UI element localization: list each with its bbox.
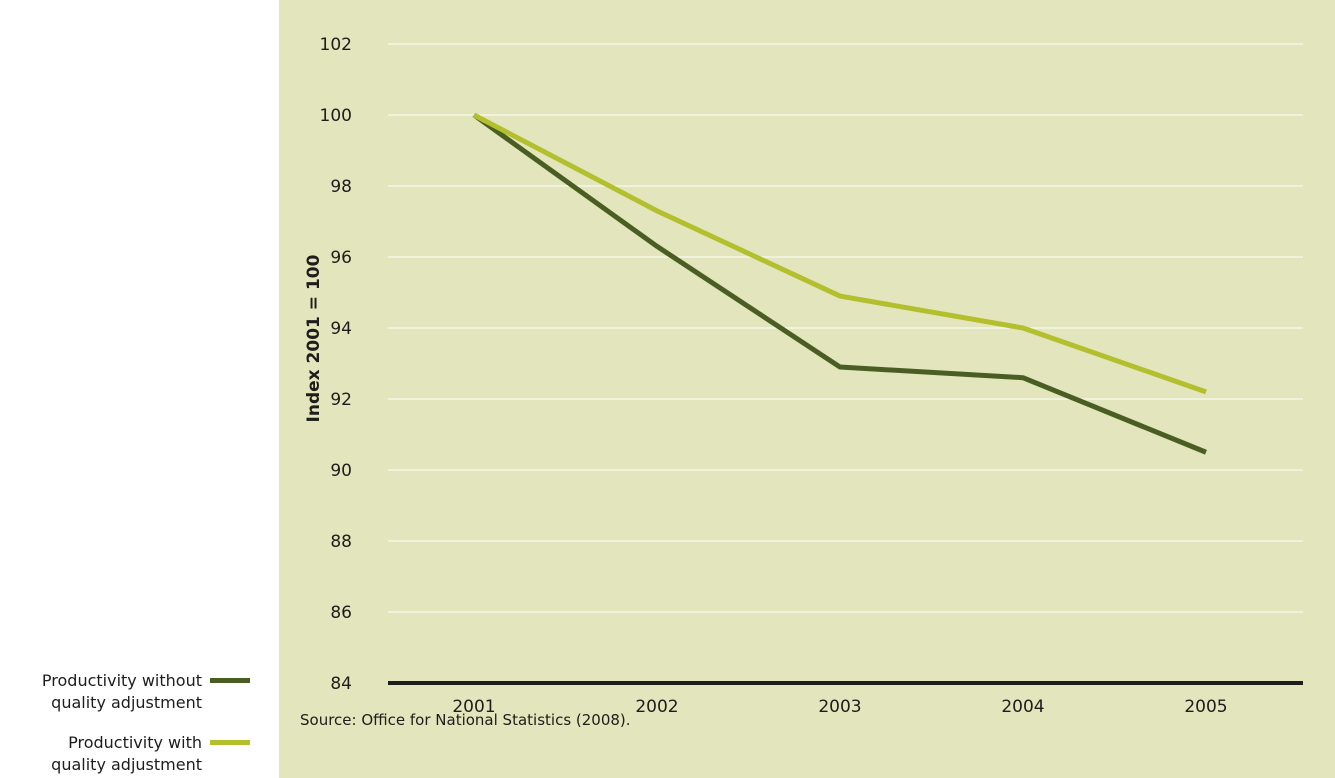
legend-label-line1: Productivity with (68, 733, 202, 752)
legend-item-without: Productivity without quality adjustment (42, 670, 250, 714)
legend-label: Productivity without quality adjustment (42, 670, 202, 714)
x-tick-label: 2004 (1001, 697, 1044, 717)
y-tick-label: 96 (330, 248, 352, 268)
x-tick-label: 2005 (1184, 697, 1227, 717)
legend-swatch-with (210, 740, 250, 745)
legend-label-line1: Productivity without (41, 671, 202, 690)
y-tick-labels: 84 86 88 90 92 94 96 98 100 102 (320, 35, 352, 694)
legend-label-line2: quality adjustment (51, 755, 202, 774)
series-line-1 (472, 112, 1207, 395)
y-tick-label: 98 (330, 177, 352, 197)
source-note: Source: Office for National Statistics (… (300, 711, 631, 729)
legend-label: Productivity with quality adjustment (51, 732, 202, 776)
y-tick-label: 100 (320, 106, 352, 126)
chart-panel: 84 86 88 90 92 94 96 98 100 102 2001 2002 2003 2004 2… (279, 0, 1335, 778)
legend-swatch-without (210, 678, 250, 683)
y-tick-label: 86 (330, 603, 352, 623)
y-tick-label: 84 (330, 674, 352, 694)
x-tick-labels: 2001 2002 2003 2004 2005 (452, 697, 1227, 717)
y-tick-label: 88 (330, 532, 352, 552)
x-tick-label: 2001 (452, 697, 495, 717)
grid-lines (388, 43, 1303, 685)
series-line-0 (472, 112, 1207, 455)
x-tick-label: 2003 (818, 697, 861, 717)
y-tick-label: 92 (330, 390, 352, 410)
legend-item-with: Productivity with quality adjustment (51, 732, 250, 776)
legend-label-line2: quality adjustment (51, 693, 202, 712)
series-lines (472, 112, 1207, 455)
x-tick-label: 2002 (635, 697, 678, 717)
y-tick-label: 94 (330, 319, 352, 339)
y-tick-label: 102 (320, 35, 352, 55)
y-tick-label: 90 (330, 461, 352, 481)
y-axis-title: Index 2001 = 100 (304, 254, 324, 422)
